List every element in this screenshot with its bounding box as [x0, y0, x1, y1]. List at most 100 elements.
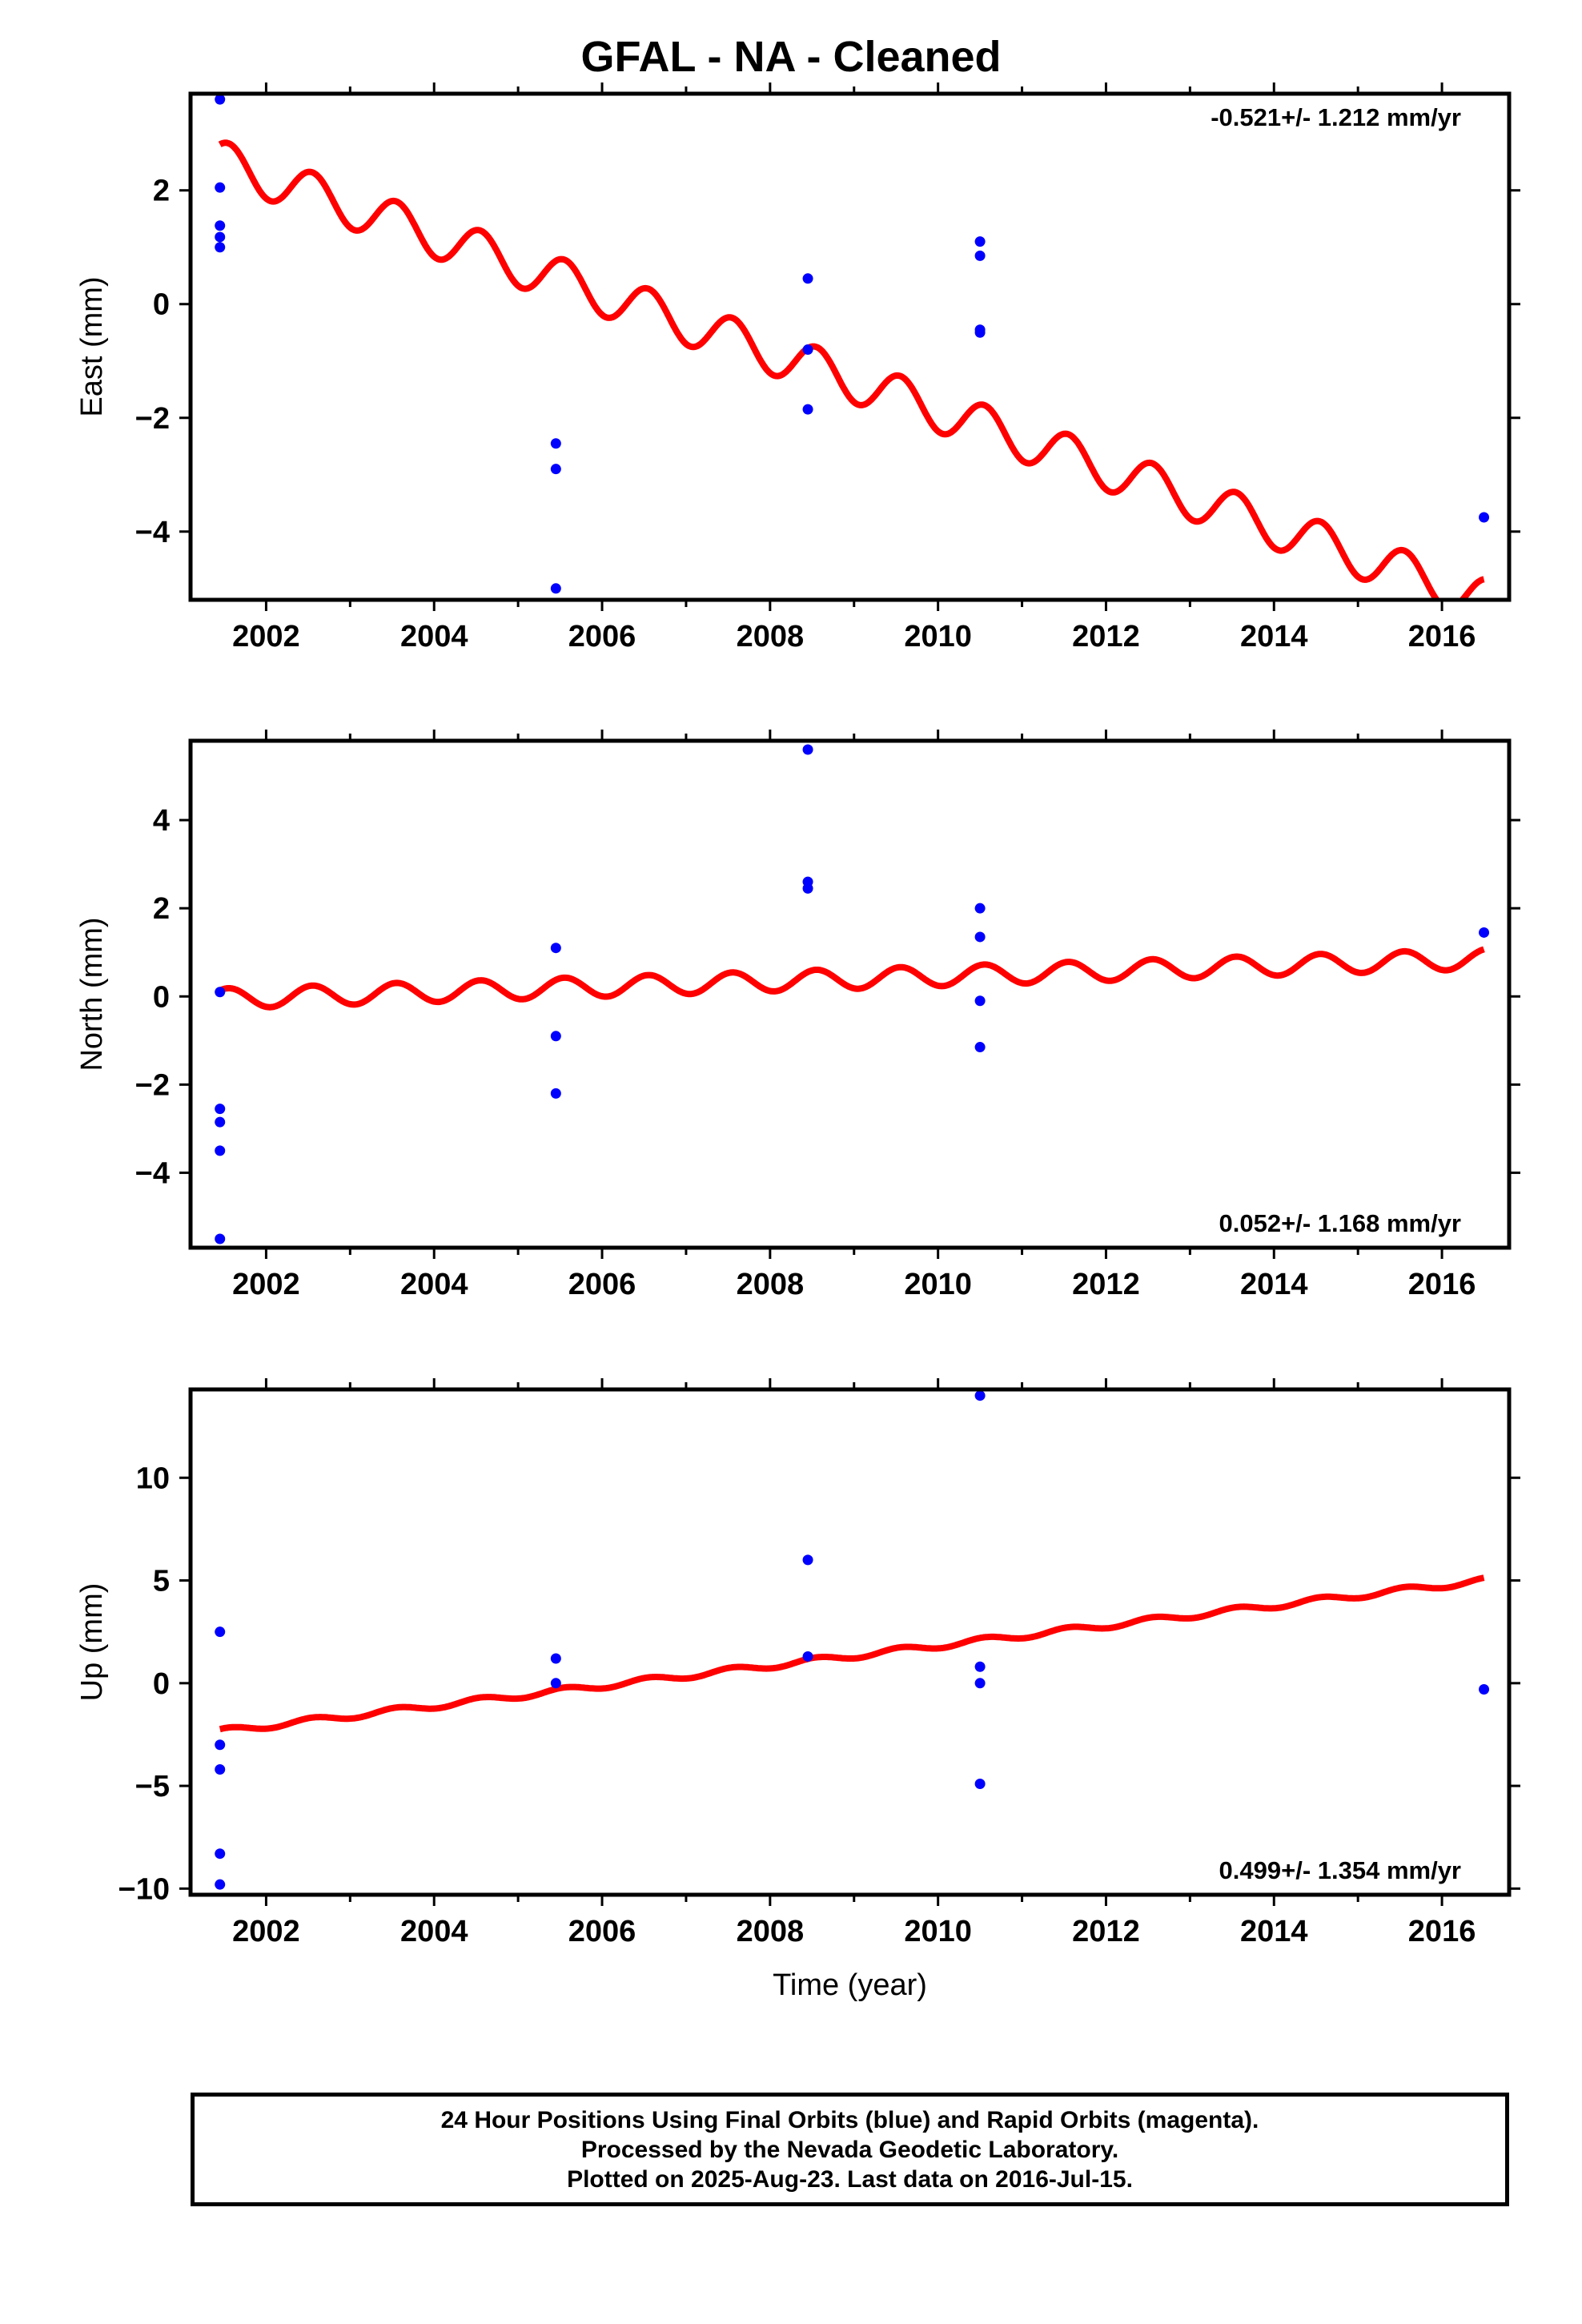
- east-data-point: [974, 327, 986, 338]
- east-data-point: [802, 404, 813, 415]
- north-x-tick-label: 2006: [568, 1268, 636, 1301]
- east-x-tick-label: 2008: [737, 620, 805, 653]
- east-x-tick-label: 2014: [1240, 620, 1308, 653]
- east-y-tick-label: 2: [153, 175, 170, 208]
- east-x-tick-label: 2004: [400, 620, 468, 653]
- north-data-point: [802, 744, 813, 755]
- up-y-tick-label: −10: [118, 1872, 170, 1906]
- east-fit-line: [218, 139, 1486, 600]
- footer-line-1: 24 Hour Positions Using Final Orbits (bl…: [440, 2106, 1259, 2133]
- east-data-point: [550, 438, 561, 449]
- panel-north: 2002 2004 2006 2008 2010 2012 2014 2016 4 2 0 −2 −4 N…: [75, 730, 1520, 1301]
- panel-east: 2002 2004 2006 2008 2010 2012 2014 2016 2 0 −2 −4 Ea…: [75, 82, 1520, 653]
- north-data-point: [974, 903, 986, 914]
- north-data-point: [974, 931, 986, 943]
- north-data-point: [215, 1233, 226, 1244]
- north-data-point: [802, 883, 813, 894]
- up-data-point: [215, 1739, 226, 1751]
- footer-info-box: 24 Hour Positions Using Final Orbits (bl…: [191, 2093, 1509, 2206]
- north-plot-frame: [188, 738, 1512, 1250]
- footer-line-2: Processed by the Nevada Geodetic Laborat…: [580, 2136, 1119, 2163]
- east-x-tick-label: 2006: [568, 620, 636, 653]
- up-data-point: [974, 1661, 986, 1672]
- east-x-tick-label: 2010: [904, 620, 972, 653]
- east-y-tick-label: −2: [135, 402, 170, 436]
- east-x-tick-label: 2012: [1072, 620, 1140, 653]
- north-rate-label: 0.052+/- 1.168 mm/yr: [1219, 1209, 1461, 1237]
- east-data-point: [215, 94, 226, 105]
- east-x-tick-label: 2016: [1408, 620, 1476, 653]
- footer-line-3: Plotted on 2025-Aug-23. Last data on 201…: [567, 2165, 1133, 2193]
- north-x-tick-label: 2016: [1408, 1268, 1476, 1301]
- panel-up: 2002 2004 2006 2008 2010 2012 2014 2016 10 5 0 −5 −1…: [75, 1378, 1520, 2002]
- up-x-tick-label: 2012: [1072, 1915, 1140, 1948]
- north-x-tick-label: 2004: [400, 1268, 468, 1301]
- up-y-axis-title: Up (mm): [75, 1583, 109, 1702]
- north-data-point: [215, 987, 226, 998]
- up-y-tick-label: 0: [153, 1667, 170, 1701]
- up-x-tick-label: 2016: [1408, 1915, 1476, 1948]
- up-fit-line: [218, 1574, 1486, 1733]
- north-data-point: [215, 1116, 226, 1128]
- up-x-tick-label: 2010: [904, 1915, 972, 1948]
- north-x-tick-label: 2002: [232, 1268, 300, 1301]
- east-data-point: [215, 242, 226, 253]
- up-data-point: [215, 1764, 226, 1775]
- up-x-tick-label: 2002: [232, 1915, 300, 1948]
- north-y-axis-title: North (mm): [75, 917, 109, 1071]
- up-plot-frame: [188, 1387, 1512, 1897]
- north-y-tick-label: 4: [153, 804, 170, 838]
- north-data-point: [550, 943, 561, 954]
- north-data-point: [1479, 927, 1490, 938]
- up-data-point: [215, 1626, 226, 1638]
- up-x-tick-label: 2004: [400, 1915, 468, 1948]
- north-x-tick-label: 2012: [1072, 1268, 1140, 1301]
- east-y-axis-title: East (mm): [75, 276, 109, 416]
- east-rate-label: -0.521+/- 1.212 mm/yr: [1211, 103, 1461, 131]
- up-x-tick-label: 2006: [568, 1915, 636, 1948]
- north-x-tick-label: 2008: [737, 1268, 805, 1301]
- north-x-tick-label: 2010: [904, 1268, 972, 1301]
- up-data-point: [215, 1879, 226, 1890]
- chart-title: GFAL - NA - Cleaned: [580, 33, 1002, 81]
- east-data-point: [550, 583, 561, 594]
- up-data-point: [974, 1678, 986, 1689]
- north-x-tick-label: 2014: [1240, 1268, 1308, 1301]
- north-data-point: [550, 1031, 561, 1042]
- up-data-point: [974, 1390, 986, 1401]
- east-data-point: [550, 464, 561, 475]
- east-data-point: [215, 231, 226, 243]
- east-y-tick-label: −4: [135, 516, 170, 549]
- up-x-axis-title: Time (year): [773, 1968, 927, 2002]
- up-x-tick-label: 2014: [1240, 1915, 1308, 1948]
- up-rate-label: 0.499+/- 1.354 mm/yr: [1219, 1856, 1461, 1884]
- up-data-point: [550, 1653, 561, 1664]
- east-y-tick-label: 0: [153, 288, 170, 322]
- up-y-tick-label: 10: [136, 1462, 170, 1495]
- north-y-tick-label: 0: [153, 980, 170, 1014]
- east-data-point: [802, 273, 813, 284]
- up-x-tick-label: 2008: [737, 1915, 805, 1948]
- east-data-point: [802, 344, 813, 356]
- east-data-point: [974, 236, 986, 247]
- east-data-point: [215, 220, 226, 231]
- north-data-point: [974, 1042, 986, 1053]
- north-data-point: [215, 1104, 226, 1115]
- north-data-point: [974, 995, 986, 1007]
- east-x-tick-label: 2002: [232, 620, 300, 653]
- up-data-point: [1479, 1683, 1490, 1695]
- north-y-tick-label: −4: [135, 1156, 170, 1190]
- east-data-point: [215, 182, 226, 193]
- up-y-tick-label: 5: [153, 1565, 170, 1598]
- north-y-tick-label: −2: [135, 1068, 170, 1102]
- up-data-point: [974, 1778, 986, 1789]
- up-data-point: [802, 1651, 813, 1662]
- north-data-point: [215, 1145, 226, 1156]
- up-data-point: [215, 1848, 226, 1860]
- east-data-point: [1479, 512, 1490, 523]
- east-data-point: [974, 250, 986, 261]
- north-data-point: [550, 1088, 561, 1099]
- north-fit-line: [218, 946, 1486, 1011]
- east-plot-frame: [188, 91, 1512, 602]
